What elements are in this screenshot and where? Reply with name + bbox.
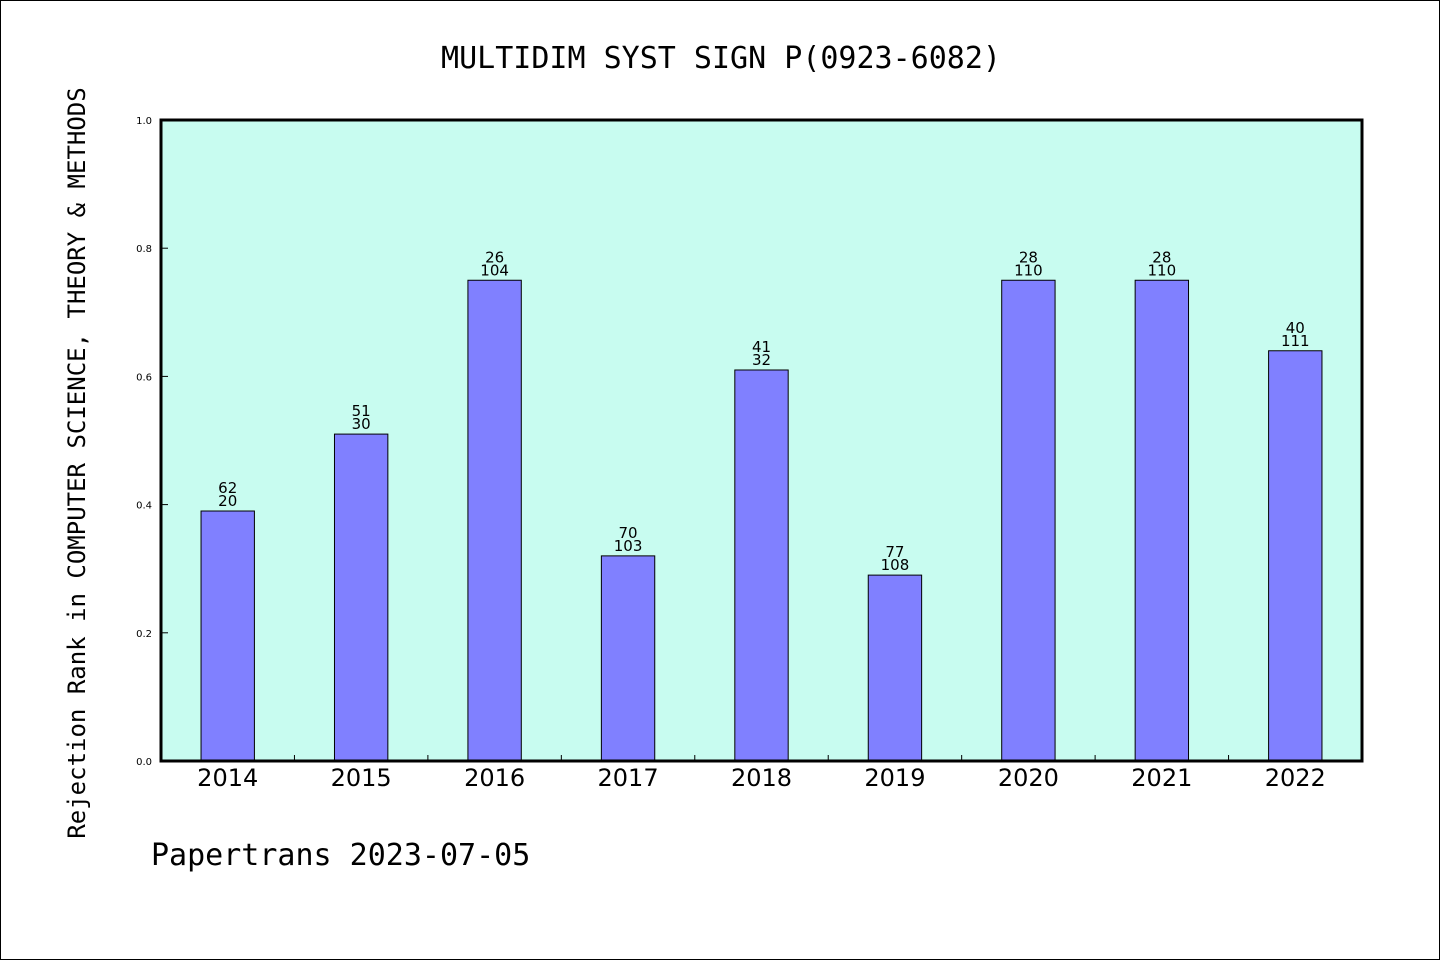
bar-label-top: 77	[885, 543, 904, 561]
x-tick-label: 2016	[464, 764, 525, 792]
bar-label-top: 51	[352, 402, 371, 420]
bar-2019	[867, 574, 923, 762]
y-tick-label: 0.0	[136, 757, 152, 768]
plot-border	[159, 118, 1364, 763]
y-axis-label: Rejection Rank in COMPUTER SCIENCE, THEO…	[63, 87, 91, 838]
x-tick-label: 2018	[731, 764, 792, 792]
y-tick-label: 0.2	[136, 629, 152, 640]
bar-label-top: 26	[485, 248, 504, 266]
y-tick-label: 1.0	[136, 116, 152, 127]
bar-label-top: 70	[619, 524, 638, 542]
bar-label-bottom: 111	[1281, 332, 1310, 350]
bar-label-bottom: 20	[218, 492, 237, 510]
bar-2018	[734, 369, 789, 762]
x-tick-label: 2015	[331, 764, 392, 792]
bar-label-top: 28	[1019, 248, 1038, 266]
bar-2014	[200, 510, 255, 762]
x-tick-label: 2017	[598, 764, 659, 792]
bars	[200, 279, 1323, 762]
bar-label-bottom: 110	[1148, 261, 1177, 279]
y-tick-label: 0.4	[136, 501, 152, 512]
x-tick-label: 2020	[998, 764, 1059, 792]
y-tick-label: 0.6	[136, 372, 152, 383]
x-tick-label: 2022	[1265, 764, 1326, 792]
bar-label-top: 41	[752, 338, 771, 356]
bar-2016	[467, 279, 522, 762]
x-tick-label: 2014	[197, 764, 258, 792]
bar-label-top: 40	[1286, 319, 1305, 337]
bar-label-top: 62	[218, 479, 237, 497]
bar-label-top: 28	[1152, 248, 1171, 266]
y-tick-label: 0.8	[136, 244, 152, 255]
bar-label-bottom: 32	[752, 351, 771, 369]
x-tick-label: 2019	[864, 764, 925, 792]
bar-2020	[1001, 279, 1056, 762]
bar-label-bottom: 30	[352, 415, 371, 433]
chart-title: MULTIDIM SYST SIGN P(0923-6082)	[441, 41, 1001, 76]
bar-2021	[1134, 279, 1190, 762]
x-axis: 2014 2015 2016 2017 2018 2019 2020 2021 2022	[197, 755, 1326, 792]
footer-text: Papertrans 2023-07-05	[151, 838, 530, 873]
bar-label-bottom: 103	[614, 537, 643, 555]
bar-labels: 6220513026104701034132771082811028110401…	[218, 248, 1309, 574]
bar-2015	[333, 433, 389, 762]
bar-2022	[1268, 350, 1323, 762]
bar-label-bottom: 110	[1014, 261, 1043, 279]
bar-label-bottom: 104	[480, 261, 509, 279]
x-tick-label: 2021	[1131, 764, 1192, 792]
bar-2017	[600, 555, 656, 762]
bar-label-bottom: 108	[881, 556, 910, 574]
